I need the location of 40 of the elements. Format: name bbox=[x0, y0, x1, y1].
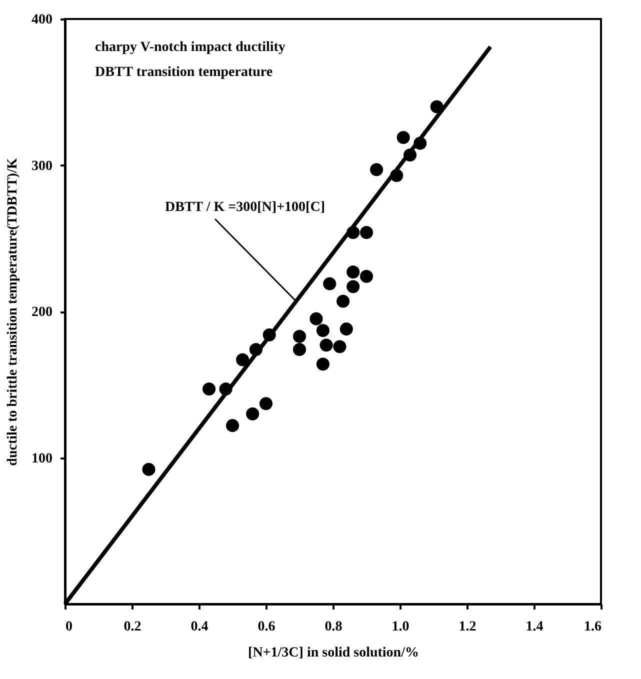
y-tick-label: 200 bbox=[32, 305, 52, 320]
x-axis-title: [N+1/3C] in solid solution/% bbox=[248, 646, 419, 660]
point bbox=[333, 340, 346, 354]
point bbox=[340, 322, 353, 336]
x-tick-label: 1.2 bbox=[458, 620, 476, 634]
point bbox=[360, 270, 374, 283]
point bbox=[292, 330, 306, 343]
x-tick-label: 0.6 bbox=[258, 620, 276, 634]
point bbox=[292, 343, 306, 356]
point bbox=[370, 163, 384, 176]
x-tick-label: 1.4 bbox=[526, 620, 544, 634]
x-tick-label: 1.0 bbox=[392, 620, 410, 634]
x-tick-label: 0.8 bbox=[324, 620, 342, 634]
point bbox=[346, 266, 360, 279]
annotation: charpy V-notch impact ductility bbox=[95, 40, 286, 55]
annotation: DBTT transition temperature bbox=[95, 65, 273, 80]
y-tick-label: 100 bbox=[32, 451, 52, 466]
point bbox=[360, 226, 374, 240]
point bbox=[236, 353, 250, 366]
x-tick-label: 1.6 bbox=[584, 620, 602, 634]
point bbox=[316, 324, 330, 338]
x-tick-label: 0.2 bbox=[124, 620, 142, 634]
point bbox=[226, 419, 240, 432]
y-tick-label: 400 bbox=[32, 12, 52, 28]
x-tick-label: 0 bbox=[66, 620, 72, 634]
point bbox=[336, 294, 350, 308]
point bbox=[346, 280, 360, 294]
point bbox=[396, 130, 410, 144]
annotation: DBTT / K =300[N]+100[C] bbox=[165, 200, 325, 215]
point bbox=[310, 312, 323, 326]
y-tick-label: 300 bbox=[32, 158, 52, 174]
y-axis-title: ductile to brittle transition temperature(TDBTT)/K bbox=[6, 158, 20, 466]
point bbox=[246, 407, 260, 420]
point bbox=[142, 462, 156, 476]
point bbox=[259, 397, 273, 410]
point bbox=[320, 338, 333, 352]
point bbox=[316, 358, 330, 371]
x-tick-label: 0.4 bbox=[190, 620, 208, 634]
point bbox=[202, 382, 216, 396]
point bbox=[323, 277, 336, 290]
